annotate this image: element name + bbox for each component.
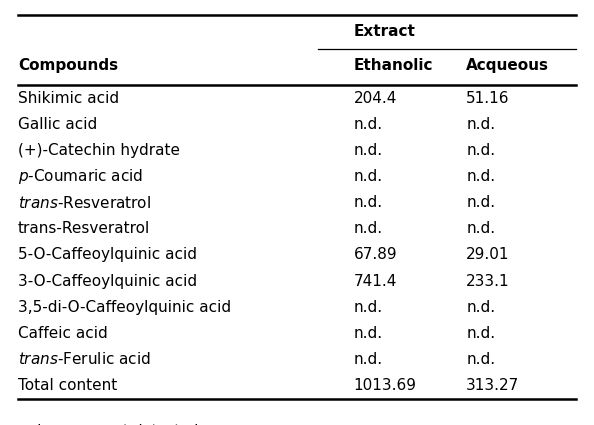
Text: 233.1: 233.1 [466, 274, 510, 289]
Text: n.d.: n.d. [353, 195, 383, 210]
Text: n.d.: n.d. [466, 169, 495, 184]
Text: Gallic acid: Gallic acid [18, 117, 97, 132]
Text: (+)-Catechin hydrate: (+)-Catechin hydrate [18, 143, 180, 158]
Text: 3-O-Caffeoylquinic acid: 3-O-Caffeoylquinic acid [18, 274, 197, 289]
Text: Acqueous: Acqueous [466, 58, 549, 74]
Text: n.d.: n.d. [466, 221, 495, 236]
Text: $\it{trans}$-Ferulic acid: $\it{trans}$-Ferulic acid [18, 351, 151, 368]
Text: n.d.: n.d. [466, 195, 495, 210]
Text: n.d.: n.d. [466, 117, 495, 132]
Text: $\it{p}$-Coumaric acid: $\it{p}$-Coumaric acid [18, 167, 143, 186]
Text: n.d. means not detected: n.d. means not detected [18, 424, 198, 425]
Text: Caffeic acid: Caffeic acid [18, 326, 108, 341]
Text: 204.4: 204.4 [353, 91, 397, 105]
Text: n.d.: n.d. [466, 352, 495, 367]
Text: 313.27: 313.27 [466, 378, 520, 393]
Text: Shikimic acid: Shikimic acid [18, 91, 119, 105]
Text: 5-O-Caffeoylquinic acid: 5-O-Caffeoylquinic acid [18, 247, 197, 262]
Text: 67.89: 67.89 [353, 247, 397, 262]
Text: Compounds: Compounds [18, 58, 118, 74]
Text: trans-Resveratrol: trans-Resveratrol [18, 221, 150, 236]
Text: n.d.: n.d. [353, 221, 383, 236]
Text: n.d.: n.d. [353, 117, 383, 132]
Text: n.d.: n.d. [466, 143, 495, 158]
Text: n.d.: n.d. [466, 326, 495, 341]
Text: n.d.: n.d. [353, 169, 383, 184]
Text: Ethanolic: Ethanolic [353, 58, 433, 74]
Text: 29.01: 29.01 [466, 247, 510, 262]
Text: n.d.: n.d. [466, 300, 495, 314]
Text: n.d.: n.d. [353, 352, 383, 367]
Text: 741.4: 741.4 [353, 274, 397, 289]
Text: Total content: Total content [18, 378, 117, 393]
Text: Extract: Extract [353, 24, 415, 40]
Text: 1013.69: 1013.69 [353, 378, 416, 393]
Text: $\it{trans}$-Resveratrol: $\it{trans}$-Resveratrol [18, 195, 151, 211]
Text: n.d.: n.d. [353, 300, 383, 314]
Text: n.d.: n.d. [353, 326, 383, 341]
Text: 3,5-di-O-Caffeoylquinic acid: 3,5-di-O-Caffeoylquinic acid [18, 300, 231, 314]
Text: 51.16: 51.16 [466, 91, 510, 105]
Text: n.d.: n.d. [353, 143, 383, 158]
